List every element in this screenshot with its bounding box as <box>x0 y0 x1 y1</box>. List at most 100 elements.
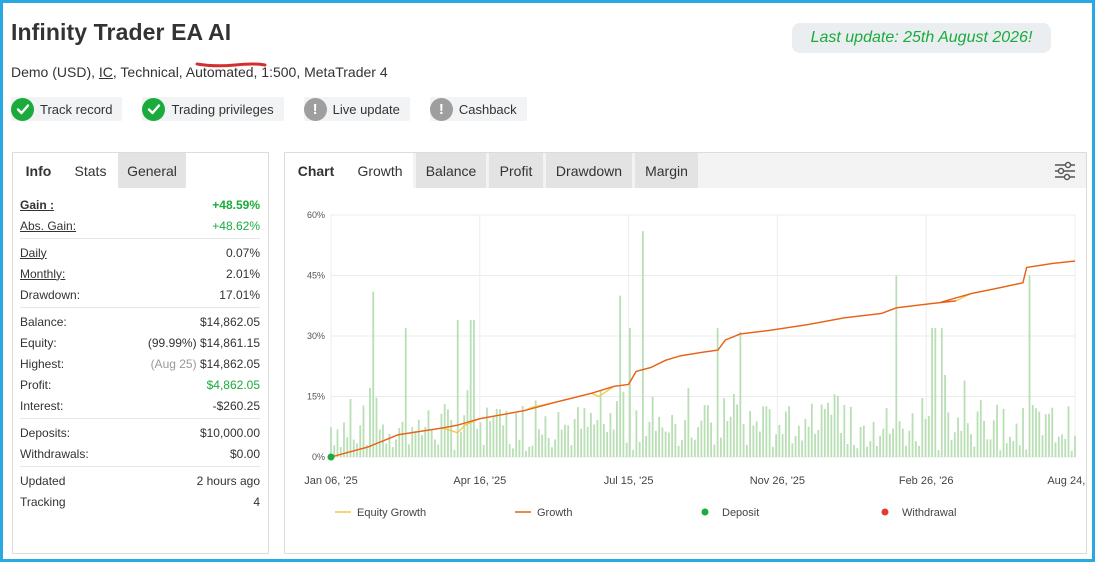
stat-label[interactable]: Daily <box>20 245 47 260</box>
trade-bar <box>508 443 511 457</box>
tab-stats[interactable]: Stats <box>64 153 118 188</box>
trade-bar <box>895 275 898 457</box>
trade-bar <box>609 413 612 457</box>
trade-bar <box>940 327 943 457</box>
trade-bar <box>391 447 394 457</box>
trade-bar <box>1038 411 1041 457</box>
trade-bar <box>875 446 878 457</box>
trade-bar <box>625 442 628 457</box>
trade-bar <box>560 429 563 457</box>
trade-bar <box>1044 414 1047 457</box>
badge-cashback[interactable]: ! Cashback <box>429 97 527 121</box>
tab-growth[interactable]: Growth <box>347 153 413 188</box>
check-icon <box>11 97 34 121</box>
trade-bar <box>976 411 979 457</box>
stat-daily: Daily 0.07% <box>20 242 260 263</box>
x-tick-label: Jan 06, '25 <box>304 475 357 487</box>
trade-bar <box>648 421 651 457</box>
growth-chart: 0% 15% 30% 45% 60% Jan 06, '25 Apr 16, '25 Jul … <box>304 210 1086 519</box>
trade-bar <box>619 295 622 457</box>
trade-bar <box>781 434 784 457</box>
highest-date: (Aug 25) <box>150 356 197 371</box>
trade-bar <box>1061 434 1063 457</box>
trade-bar <box>697 427 700 457</box>
trade-bar <box>801 440 803 457</box>
trade-bar <box>456 319 459 457</box>
stat-label[interactable]: Gain : <box>20 197 55 212</box>
trade-bar <box>810 403 813 457</box>
trade-bar <box>417 419 420 457</box>
tab-margin[interactable]: Margin <box>635 153 698 188</box>
trade-bar <box>908 430 911 457</box>
trade-bar <box>632 449 635 457</box>
trade-bar <box>606 432 609 457</box>
trade-bar <box>758 431 761 457</box>
trade-bar <box>671 415 674 457</box>
trade-bar <box>661 427 664 457</box>
trade-bar <box>794 435 797 457</box>
trade-bar <box>599 390 602 457</box>
tab-general[interactable]: General <box>118 153 186 188</box>
trade-bar <box>541 434 544 457</box>
account-subtitle: Demo (USD), IC, Technical, Automated, 1:… <box>11 64 388 80</box>
deposit-marker <box>327 453 335 461</box>
trade-bar <box>528 446 531 457</box>
trade-bar <box>911 413 914 457</box>
trade-bar <box>729 416 732 457</box>
trade-bar <box>979 399 982 457</box>
trade-bar <box>664 431 667 457</box>
trade-bar <box>372 291 375 457</box>
trade-bar <box>931 327 933 457</box>
stat-label[interactable]: Abs. Gain: <box>20 218 77 233</box>
stat-updated: Updated 2 hours ago <box>20 470 260 491</box>
broker-link[interactable]: IC <box>98 64 113 80</box>
trade-bar <box>365 445 368 457</box>
trade-bar <box>687 388 690 457</box>
trade-bar <box>628 327 631 457</box>
stat-value: 17.01% <box>219 287 260 302</box>
tab-info[interactable]: Info <box>25 162 52 179</box>
tab-balance[interactable]: Balance <box>416 153 486 188</box>
trade-bar <box>421 435 423 457</box>
subtitle-suffix: , Technical, Automated, 1:500, MetaTrade… <box>112 64 388 80</box>
trade-bar <box>713 444 716 457</box>
trade-bar <box>742 424 745 457</box>
stat-profit: Profit: $4,862.05 <box>20 374 260 395</box>
trade-bar <box>872 421 875 457</box>
tab-drawdown[interactable]: Drawdown <box>546 153 632 188</box>
stat-label[interactable]: Monthly: <box>20 266 66 281</box>
trade-bar <box>378 429 381 457</box>
trade-bar <box>651 396 654 457</box>
equity-percent: (99.99%) <box>147 335 197 350</box>
trade-bar <box>1005 443 1008 457</box>
trade-bar <box>492 417 495 457</box>
divider <box>20 238 260 239</box>
trade-bar <box>1067 406 1070 457</box>
trade-bar <box>1074 435 1076 457</box>
trade-bar <box>473 319 475 457</box>
trade-bar <box>797 425 800 457</box>
badge-trading-privileges[interactable]: Trading privileges <box>142 97 284 121</box>
trade-bar <box>333 445 336 457</box>
trade-bar <box>362 405 365 457</box>
badge-track-record[interactable]: Track record <box>11 97 123 121</box>
badge-live-update[interactable]: ! Live update <box>303 97 410 121</box>
page-title: Infinity Trader EA AI <box>11 19 232 45</box>
stat-value: +48.62% <box>212 218 260 233</box>
trade-bar <box>901 428 904 457</box>
settings-sliders-icon[interactable] <box>1054 161 1076 181</box>
trade-bar <box>583 408 586 457</box>
trade-bar <box>814 433 816 457</box>
tab-chart[interactable]: Chart <box>285 153 347 188</box>
trade-bar <box>430 429 433 457</box>
trade-bar <box>996 404 998 457</box>
divider <box>20 466 260 467</box>
growth-line <box>330 260 1076 458</box>
trade-bar <box>1035 408 1037 457</box>
stat-deposits: Deposits: $10,000.00 <box>20 422 260 443</box>
trade-bar <box>349 399 352 457</box>
x-tick-label: Apr 16, '25 <box>453 475 506 487</box>
tab-profit[interactable]: Profit <box>489 153 543 188</box>
trade-bar <box>369 387 371 457</box>
trade-bar <box>1018 445 1021 457</box>
